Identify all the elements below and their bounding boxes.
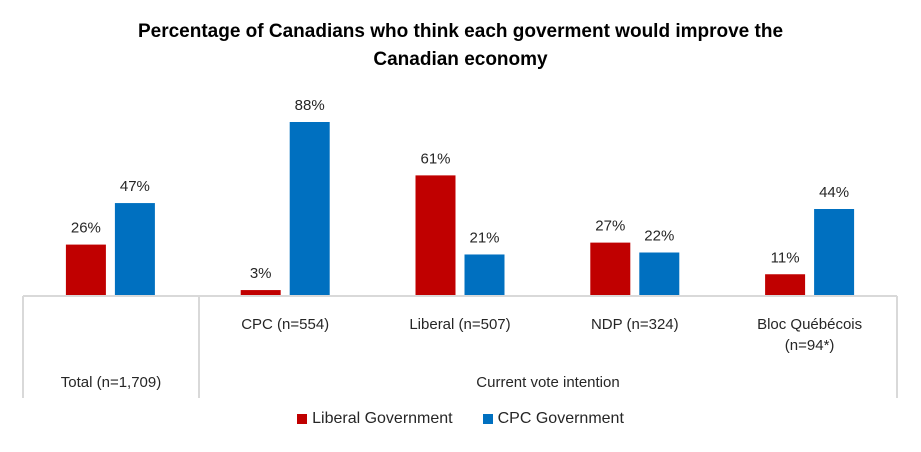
bar [65,244,106,296]
bar [415,175,456,296]
bar [639,252,680,296]
data-label: 47% [120,178,150,195]
legend: Liberal Government CPC Government [0,410,921,428]
category-label: CPC (n=554) [241,316,329,333]
category-label: Liberal (n=507) [409,316,510,333]
bar [765,274,806,296]
data-label: 22% [644,228,674,245]
data-label: 44% [819,184,849,201]
category-label: Bloc Québécois [757,316,862,333]
data-label: 88% [295,97,325,114]
data-label: 26% [71,220,101,237]
bar [464,254,505,296]
bar [590,242,631,296]
group-label-vote-intention: Current vote intention [476,374,619,391]
legend-swatch-cpc [482,414,493,424]
group-label-total: Total (n=1,709) [61,374,161,391]
legend-label-cpc: CPC Government [497,410,624,427]
data-label: 11% [771,249,800,266]
category-label: NDP (n=324) [591,316,679,333]
legend-item-cpc-government: CPC Government [482,410,624,428]
legend-label-liberal: Liberal Government [312,410,453,427]
data-label: 27% [595,218,625,235]
data-label: 61% [420,150,450,167]
chart-title-line-1: Percentage of Canadians who think each g… [137,21,784,42]
legend-item-liberal-government: Liberal Government [297,410,453,428]
data-label: 21% [469,229,499,246]
data-label: 3% [250,265,272,282]
chart-title-line-2: Canadian economy [373,49,548,70]
bar [240,290,281,296]
bar [114,203,155,296]
chart-title: Percentage of Canadians who think each g… [0,18,921,74]
category-label: (n=94*) [785,337,835,354]
legend-swatch-liberal [297,414,308,424]
bar [814,209,855,296]
bar [289,122,330,296]
